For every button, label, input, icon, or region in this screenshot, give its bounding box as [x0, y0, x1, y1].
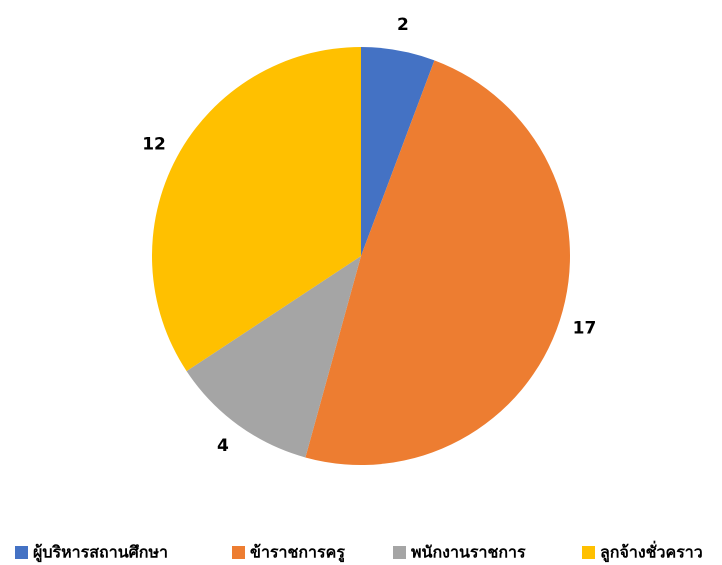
pie-slice [151, 47, 361, 372]
data-label: 12 [142, 135, 166, 155]
legend-swatch [582, 546, 595, 559]
legend-swatch [15, 546, 28, 559]
legend-label: ข้าราชการครู [250, 543, 345, 564]
legend-label: ลูกจ้างชั่วคราว [600, 541, 703, 564]
data-label: 4 [217, 436, 229, 456]
pie-slice [186, 256, 361, 458]
data-label: 17 [573, 319, 597, 339]
data-label: 2 [397, 15, 409, 35]
pie-slice [305, 60, 570, 465]
pie-slice [361, 47, 435, 256]
legend-swatch [232, 546, 245, 559]
legend-label: พนักงานราชการ [411, 543, 526, 562]
legend-swatch [393, 546, 406, 559]
legend-label: ผู้บริหารสถานศึกษา [33, 543, 168, 564]
